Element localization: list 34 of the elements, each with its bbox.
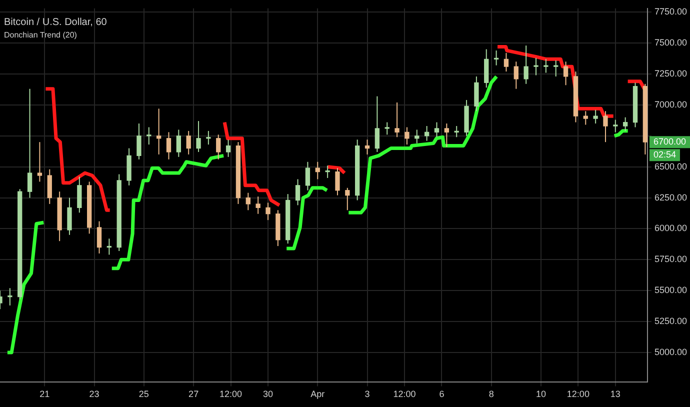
x-tick-label: Apr bbox=[310, 389, 325, 400]
x-tick-label: 13 bbox=[610, 389, 620, 400]
y-tick-label: 7000.00 bbox=[654, 99, 688, 110]
text: Bitcoin / U.S. Dollar, 60 bbox=[4, 17, 108, 28]
candlestick bbox=[534, 57, 538, 76]
x-tick-label: 8 bbox=[488, 389, 494, 400]
y-tick-label: 5000.00 bbox=[654, 346, 688, 357]
text: 02:54 bbox=[653, 150, 676, 160]
x-tick-label: 12:00 bbox=[566, 389, 590, 400]
text: 6700.00 bbox=[653, 136, 686, 147]
x-tick-label: 21 bbox=[40, 389, 50, 400]
candlestick bbox=[554, 60, 558, 77]
x-tick-label: 27 bbox=[188, 389, 199, 400]
y-tick-label: 7250.00 bbox=[654, 68, 688, 78]
y-tick-label: 6000.00 bbox=[654, 223, 688, 234]
x-tick-label: 10 bbox=[536, 389, 546, 400]
y-tick-label: 5250.00 bbox=[654, 316, 688, 326]
y-tick-label: 6250.00 bbox=[654, 192, 688, 202]
y-tick-label: 5500.00 bbox=[654, 285, 688, 296]
y-tick-label: 6500.00 bbox=[654, 161, 688, 172]
y-tick-label: 7500.00 bbox=[654, 38, 688, 48]
x-tick-label: 25 bbox=[138, 389, 149, 400]
candlestick bbox=[544, 58, 548, 74]
x-tick-label: 12:00 bbox=[220, 389, 242, 400]
text: Donchian Trend (20) bbox=[4, 30, 78, 40]
y-tick-label: 5750.00 bbox=[654, 254, 688, 264]
x-tick-label: 12:00 bbox=[393, 389, 416, 400]
candlestick bbox=[613, 119, 618, 133]
x-tick-label: 30 bbox=[262, 389, 274, 400]
y-tick-label: 7750.00 bbox=[654, 6, 688, 17]
candlestick bbox=[384, 122, 390, 136]
x-tick-label: 23 bbox=[89, 389, 100, 400]
x-tick-label: 3 bbox=[364, 389, 370, 400]
x-tick-label: 6 bbox=[439, 389, 444, 400]
